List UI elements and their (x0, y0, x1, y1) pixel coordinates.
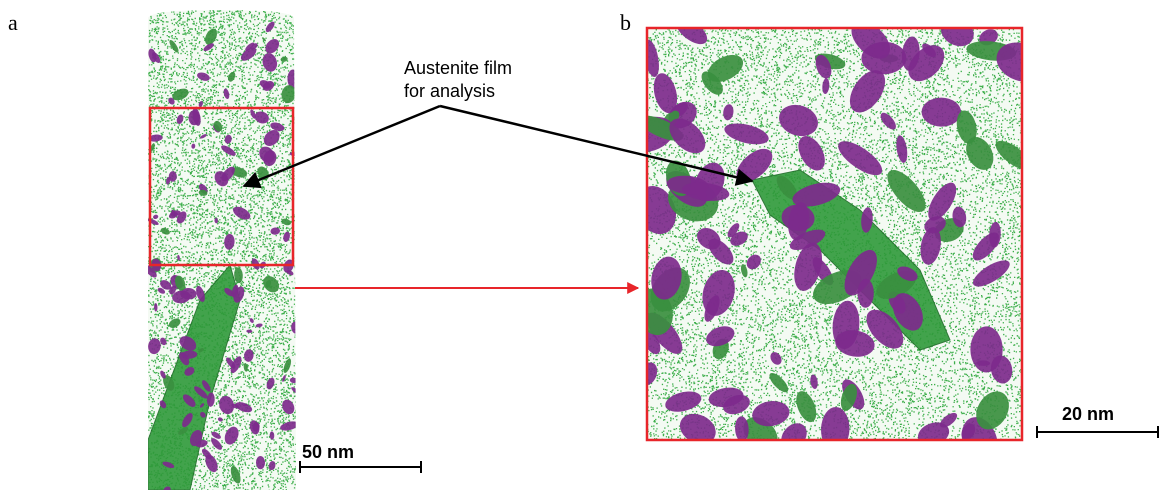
panel-label: a (8, 10, 18, 35)
panel-label: b (620, 10, 631, 35)
scale-label: 20 nm (1062, 404, 1114, 424)
scale-label: 50 nm (302, 442, 354, 462)
tomography-image (620, 12, 1051, 468)
tomography-image (142, 10, 301, 490)
annotation: for analysis (404, 81, 495, 101)
annotation: Austenite film (404, 58, 512, 78)
figure: a b Austenite film for analysis 50 nm 20… (0, 0, 1161, 490)
